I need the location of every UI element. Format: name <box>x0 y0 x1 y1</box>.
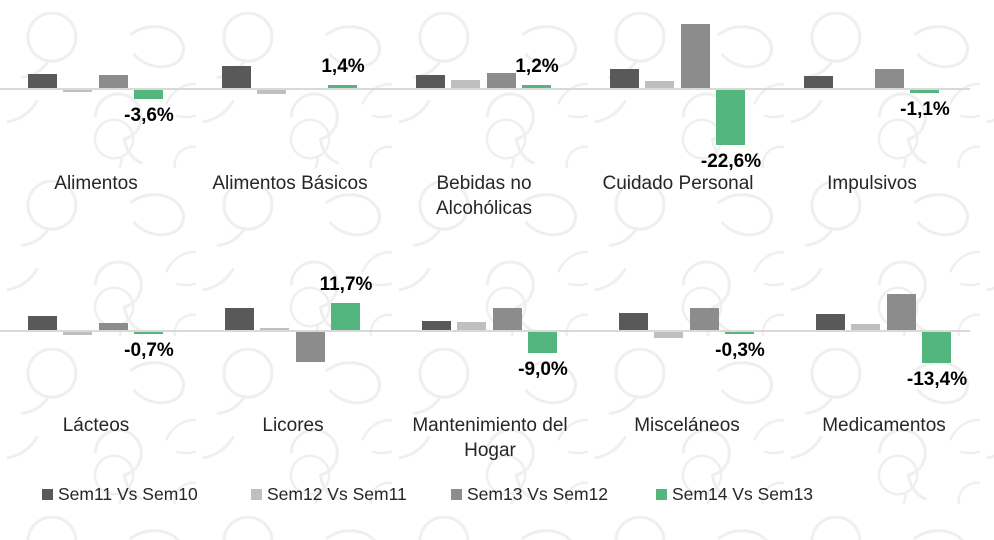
category-label: Misceláneos <box>634 415 740 436</box>
bar-sem12-vs-sem11 <box>851 324 880 330</box>
bar-sem11-vs-sem10 <box>610 69 639 88</box>
category-label: Alimentos Básicos <box>212 173 368 194</box>
bar-sem11-vs-sem10 <box>28 316 57 330</box>
legend-swatch-icon <box>42 488 53 500</box>
data-label: 11,7% <box>319 274 373 295</box>
bar-sem11-vs-sem10 <box>28 74 57 88</box>
bar-sem13-vs-sem12 <box>493 308 522 330</box>
legend-swatch-icon <box>656 488 667 500</box>
legend-label: Sem14 Vs Sem13 <box>672 483 814 504</box>
bar-sem14-vs-sem13 <box>528 332 557 353</box>
bar-sem11-vs-sem10 <box>222 66 251 88</box>
bar-sem13-vs-sem12 <box>296 332 325 362</box>
chart-legend: Sem11 Vs Sem10 Sem12 Vs Sem11 Sem13 Vs Sem… <box>0 483 994 509</box>
legend-item: Sem14 Vs Sem13 <box>656 483 813 505</box>
bar-sem13-vs-sem12 <box>681 24 710 88</box>
legend-item: Sem12 Vs Sem11 <box>251 483 407 505</box>
bar-sem14-vs-sem13 <box>716 90 745 145</box>
bar-sem12-vs-sem11 <box>63 90 92 92</box>
bar-sem11-vs-sem10 <box>416 75 445 88</box>
bar-sem12-vs-sem11 <box>257 90 286 94</box>
category-label: Licores <box>262 415 324 436</box>
data-label: 1,2% <box>515 56 559 77</box>
bar-sem14-vs-sem13 <box>522 85 551 88</box>
data-label: -0,7% <box>124 340 174 361</box>
bar-sem14-vs-sem13 <box>328 85 357 88</box>
category-label: Impulsivos <box>827 173 917 194</box>
bar-sem13-vs-sem12 <box>875 69 904 88</box>
category-label: Lácteos <box>62 415 130 436</box>
bar-sem12-vs-sem11 <box>654 332 683 338</box>
chart-row-top: -3,6% Alimentos 1,4% Alimentos Básicos 1,2% B… <box>0 0 994 240</box>
bar-sem13-vs-sem12 <box>99 323 128 330</box>
legend-item: Sem11 Vs Sem10 <box>42 483 198 505</box>
bar-sem14-vs-sem13 <box>922 332 951 363</box>
data-label: -0,3% <box>715 340 765 361</box>
chart-row-bottom: -0,7% Lácteos 11,7% Licores -9,0% Mantenimien… <box>0 241 994 481</box>
bar-sem14-vs-sem13 <box>134 332 163 334</box>
bar-sem11-vs-sem10 <box>804 76 833 88</box>
legend-label: Sem12 Vs Sem11 <box>267 483 407 504</box>
data-label: -13,4% <box>906 369 968 390</box>
category-label: Alimentos <box>54 173 138 194</box>
bar-sem13-vs-sem12 <box>887 294 916 330</box>
legend-item: Sem13 Vs Sem12 <box>451 483 608 505</box>
bar-sem12-vs-sem11 <box>457 322 486 330</box>
bar-sem13-vs-sem12 <box>99 75 128 88</box>
legend-label: Sem13 Vs Sem12 <box>467 483 609 504</box>
legend-swatch-icon <box>451 488 462 500</box>
data-label: -3,6% <box>124 105 174 126</box>
category-label: Medicamentos <box>822 415 946 436</box>
bar-sem13-vs-sem12 <box>690 308 719 330</box>
bar-sem14-vs-sem13 <box>910 90 939 93</box>
category-label: Bebidas no Alcohólicas <box>435 173 533 219</box>
category-label: Mantenimiento del Hogar <box>412 415 568 461</box>
bar-sem14-vs-sem13 <box>134 90 163 99</box>
data-label: -1,1% <box>900 99 950 120</box>
bar-sem12-vs-sem11 <box>645 81 674 88</box>
legend-label: Sem11 Vs Sem10 <box>58 483 198 504</box>
bar-sem11-vs-sem10 <box>619 313 648 330</box>
data-label: -22,6% <box>700 151 762 172</box>
bar-sem11-vs-sem10 <box>816 314 845 330</box>
bar-sem14-vs-sem13 <box>331 303 360 330</box>
bar-sem12-vs-sem11 <box>260 328 289 330</box>
bar-sem12-vs-sem11 <box>63 332 92 335</box>
data-label: -9,0% <box>518 359 568 380</box>
bar-sem11-vs-sem10 <box>422 321 451 330</box>
data-label: 1,4% <box>321 56 365 77</box>
legend-swatch-icon <box>251 488 262 500</box>
category-label: Cuidado Personal <box>602 173 754 194</box>
bar-sem14-vs-sem13 <box>725 332 754 334</box>
bar-sem11-vs-sem10 <box>225 308 254 330</box>
bar-sem12-vs-sem11 <box>451 80 480 88</box>
